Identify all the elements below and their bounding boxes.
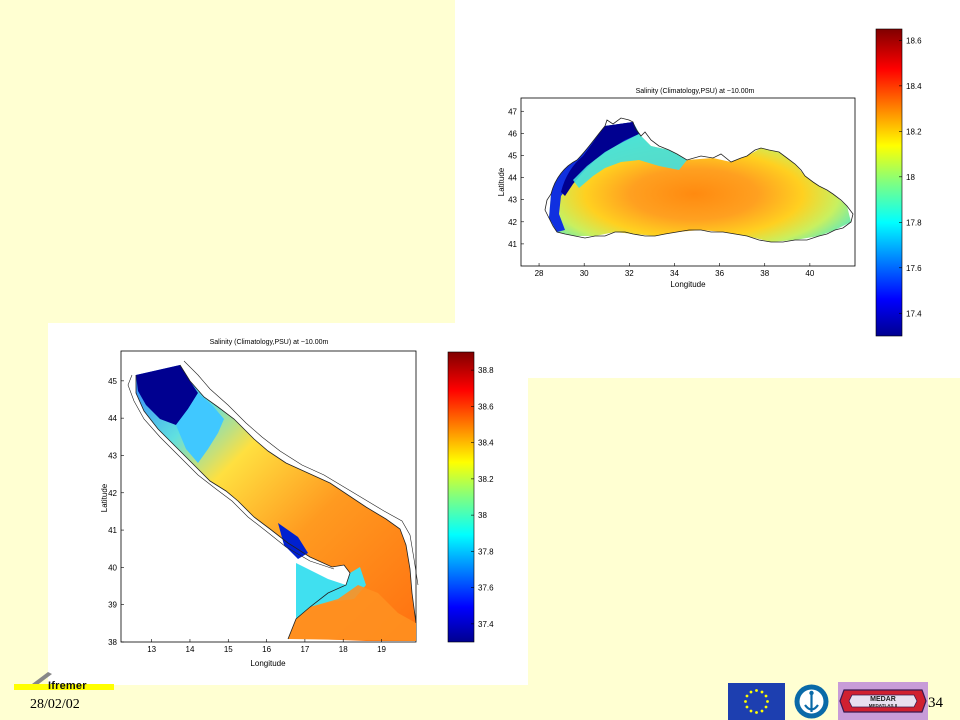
colorbar-tick-label: 38.8 — [478, 366, 494, 375]
y-tick-label: 44 — [508, 174, 517, 183]
colorbar-tick-label: 38.4 — [478, 439, 494, 448]
medar-logo-icon: MEDAR MEDATLAS II — [838, 682, 928, 720]
adriatic-map: Salinity (Climatology,PSU) at ~10.00m 13… — [100, 339, 494, 668]
x-tick-label: 34 — [670, 269, 679, 278]
ifremer-logo-text: Ifremer — [48, 680, 87, 692]
colorbar-tick-label: 17.8 — [906, 218, 922, 227]
colorbar-tick-label: 17.4 — [906, 309, 922, 318]
y-tick-label: 41 — [508, 240, 517, 249]
y-tick-label: 45 — [508, 151, 517, 160]
black-sea-title: Salinity (Climatology,PSU) at ~10.00m — [636, 88, 755, 95]
x-tick-label: 16 — [262, 645, 271, 654]
eu-star-icon — [764, 705, 768, 709]
ioc-unesco-logo-icon — [794, 684, 829, 719]
adriatic-ylabel: Latitude — [100, 483, 109, 512]
colorbar-tick-label: 17.6 — [906, 264, 922, 273]
x-tick-label: 36 — [715, 269, 724, 278]
colorbar-tick-label: 18.2 — [906, 127, 922, 136]
eu-star-icon — [745, 705, 749, 709]
x-tick-label: 19 — [377, 645, 386, 654]
ifremer-logo-bar — [14, 684, 114, 690]
adriatic-colorbar — [447, 351, 475, 643]
black-sea-map: Salinity (Climatology,PSU) at ~10.00m 28… — [497, 28, 922, 337]
y-tick-label: 38 — [108, 638, 117, 647]
eu-star-icon — [760, 709, 764, 713]
page-number: 34 — [928, 695, 943, 711]
x-tick-label: 32 — [625, 269, 634, 278]
black-sea-yticks: 41 42 43 44 45 46 47 — [508, 107, 524, 249]
eu-star-icon — [755, 711, 758, 714]
black-sea-xlabel: Longitude — [670, 280, 706, 289]
eu-star-icon — [766, 700, 769, 703]
black-sea-colorbar-ticks: 17.4 17.6 17.8 18 18.2 18.4 18.6 — [899, 36, 922, 318]
black-sea-ylabel: Latitude — [497, 167, 506, 196]
eu-star-icon — [764, 694, 768, 698]
eu-star-icon — [760, 690, 764, 694]
footer-date: 28/02/02 — [30, 697, 80, 712]
x-tick-label: 40 — [805, 269, 814, 278]
black-sea-xticks: 28 30 32 34 36 38 40 — [535, 263, 815, 278]
medar-logo-top-text: MEDAR — [870, 696, 896, 703]
y-tick-label: 43 — [508, 196, 517, 205]
y-tick-label: 44 — [108, 414, 117, 423]
eu-flag-icon — [728, 683, 785, 720]
y-tick-label: 40 — [108, 563, 117, 572]
y-tick-label: 41 — [108, 526, 117, 535]
x-tick-label: 15 — [224, 645, 233, 654]
black-sea-panel: Salinity (Climatology,PSU) at ~10.00m 28… — [455, 0, 960, 378]
black-sea-colorbar — [875, 28, 903, 337]
adriatic-surface — [127, 360, 419, 641]
eu-star-icon — [745, 694, 749, 698]
y-tick-label: 46 — [508, 129, 517, 138]
colorbar-tick-label: 18.4 — [906, 82, 922, 91]
y-tick-label: 42 — [108, 489, 117, 498]
adriatic-xticks: 13 14 15 16 17 18 19 — [147, 639, 387, 654]
eu-star-icon — [749, 690, 753, 694]
adriatic-colorbar-ticks: 37.4 37.6 37.8 38 38.2 38.4 38.6 38.8 — [471, 366, 494, 629]
eu-star-icon — [749, 709, 753, 713]
x-tick-label: 38 — [760, 269, 769, 278]
colorbar-tick-label: 18.6 — [906, 36, 922, 45]
x-tick-label: 28 — [535, 269, 544, 278]
x-tick-label: 17 — [300, 645, 309, 654]
y-tick-label: 47 — [508, 107, 517, 116]
colorbar-tick-label: 38.6 — [478, 402, 494, 411]
eu-star-icon — [744, 700, 747, 703]
black-sea-surface — [544, 117, 854, 243]
ifremer-swoosh-icon — [32, 672, 52, 686]
colorbar-tick-label: 38 — [478, 511, 487, 520]
y-tick-label: 43 — [108, 451, 117, 460]
x-tick-label: 30 — [580, 269, 589, 278]
x-tick-label: 13 — [147, 645, 156, 654]
x-tick-label: 18 — [339, 645, 348, 654]
adriatic-yticks: 38 39 40 41 42 43 44 45 — [108, 377, 124, 647]
colorbar-tick-label: 18 — [906, 173, 915, 182]
eu-star-icon — [755, 689, 758, 692]
adriatic-panel: Salinity (Climatology,PSU) at ~10.00m 13… — [48, 323, 528, 685]
colorbar-tick-label: 37.8 — [478, 547, 494, 556]
medar-logo-bottom-text: MEDATLAS II — [869, 703, 897, 708]
adriatic-title: Salinity (Climatology,PSU) at ~10.00m — [210, 339, 329, 346]
y-tick-label: 39 — [108, 601, 117, 610]
adriatic-xlabel: Longitude — [250, 659, 286, 668]
colorbar-tick-label: 38.2 — [478, 475, 494, 484]
y-tick-label: 45 — [108, 377, 117, 386]
colorbar-tick-label: 37.4 — [478, 620, 494, 629]
y-tick-label: 42 — [508, 218, 517, 227]
x-tick-label: 14 — [186, 645, 195, 654]
ifremer-logo — [14, 670, 124, 694]
colorbar-tick-label: 37.6 — [478, 584, 494, 593]
